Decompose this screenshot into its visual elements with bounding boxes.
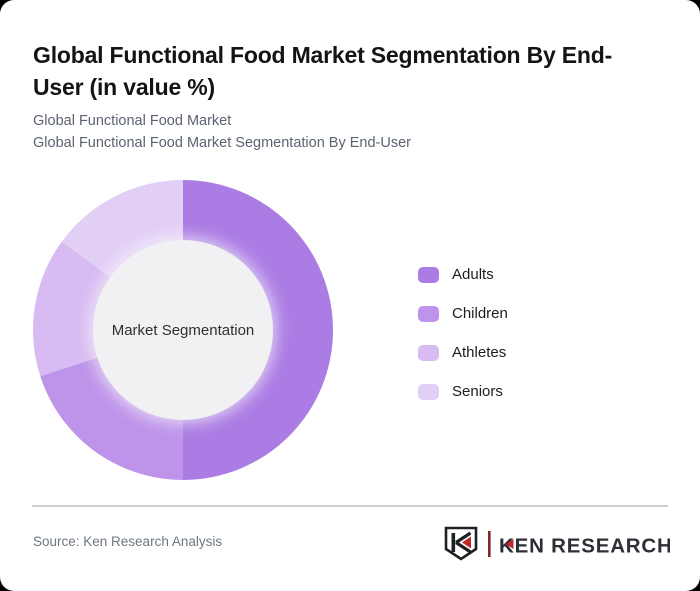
logo-separator bbox=[488, 531, 491, 557]
legend-label: Seniors bbox=[452, 383, 503, 400]
subtitle-line-1: Global Functional Food Market bbox=[33, 113, 232, 129]
legend-swatch-adults bbox=[418, 267, 439, 283]
logo-k-triangle bbox=[505, 539, 514, 549]
donut-center-circle: Market Segmentation bbox=[93, 240, 273, 420]
legend-item-athletes: Athletes bbox=[418, 345, 508, 361]
source-note: Source: Ken Research Analysis bbox=[33, 534, 223, 549]
chart-subtitles: Global Functional Food Market Global Fun… bbox=[33, 111, 411, 154]
page-title: Global Functional Food Market Segmentati… bbox=[33, 42, 613, 101]
legend-item-children: Children bbox=[418, 306, 508, 322]
legend-swatch-athletes bbox=[418, 345, 439, 361]
logo-wordmark: KEN RESEARCH bbox=[499, 535, 670, 558]
legend-swatch-seniors bbox=[418, 384, 439, 400]
donut-center-label: Market Segmentation bbox=[111, 321, 255, 339]
donut-chart: Market Segmentation bbox=[33, 180, 333, 480]
subtitle-line-2: Global Functional Food Market Segmentati… bbox=[33, 134, 411, 151]
legend-item-adults: Adults bbox=[418, 267, 508, 283]
legend-item-seniors: Seniors bbox=[418, 384, 508, 400]
legend-label: Athletes bbox=[452, 344, 507, 361]
legend-swatch-children bbox=[418, 306, 439, 322]
ken-research-logo: KEN RESEARCH bbox=[444, 526, 670, 561]
chart-legend: Adults Children Athletes Seniors bbox=[418, 267, 508, 400]
legend-label: Adults bbox=[452, 266, 494, 283]
legend-label: Children bbox=[452, 305, 508, 322]
footer-divider bbox=[32, 505, 668, 507]
ken-logo-shield-icon bbox=[444, 526, 478, 561]
